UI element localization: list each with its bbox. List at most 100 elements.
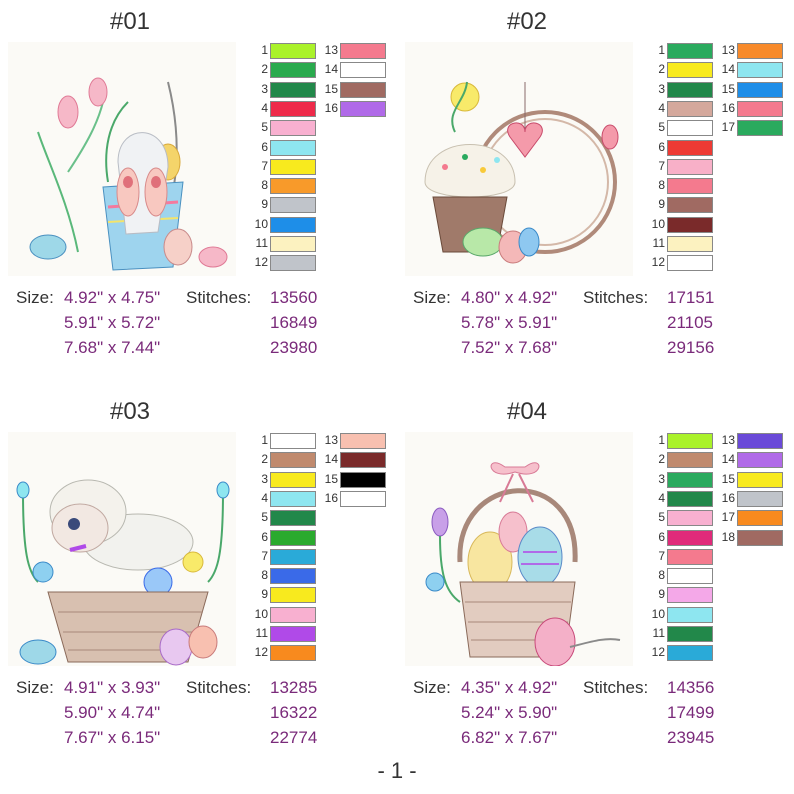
design-title: #03 xyxy=(109,398,151,425)
swatch-color-chip xyxy=(340,100,386,117)
swatch-color-chip xyxy=(667,510,713,527)
swatch-color-chip xyxy=(667,645,713,662)
swatch-color-chip xyxy=(667,81,713,98)
stitches-value: 23945 xyxy=(667,728,715,747)
swatch-color-chip xyxy=(270,471,316,488)
swatch-color-chip xyxy=(667,43,713,59)
swatch-color-chip xyxy=(667,197,713,214)
swatch-color-chip xyxy=(667,216,713,233)
design-card-03: #03 1 2 3 4 5 6 7 8 9 10 11 12 13 14 15 16 Size: Stitche… xyxy=(0,390,397,780)
swatch-number: 10 xyxy=(254,606,268,621)
bunny-pot-illustration xyxy=(29,77,228,271)
size-row: 7.68" x 7.44" 23980 xyxy=(16,336,386,360)
swatch-color-chip xyxy=(270,158,316,175)
swatch-number: 7 xyxy=(658,158,665,173)
swatch-color-chip xyxy=(667,178,713,195)
swatch-number: 14 xyxy=(721,62,735,77)
swatch-color-chip xyxy=(667,139,713,156)
swatch-color-chip xyxy=(667,236,713,252)
size-row: 5.24" x 5.90" 17499 xyxy=(413,701,783,725)
swatch-number: 5 xyxy=(261,120,268,135)
swatch-number: 1 xyxy=(658,43,665,57)
size-row: 5.91" x 5.72" 16849 xyxy=(16,311,386,335)
stitches-label: Stitches: xyxy=(583,678,649,697)
swatch-color-chip xyxy=(270,510,316,527)
swatch-color-chip xyxy=(270,452,316,469)
cupcake-wreath-illustration xyxy=(424,81,619,264)
swatch-color-chip xyxy=(667,100,713,117)
swatch-color-chip xyxy=(667,606,713,623)
stitches-value: 22774 xyxy=(270,728,318,747)
swatch-number: 15 xyxy=(324,81,338,96)
swatch-color-chip xyxy=(270,216,316,233)
stitches-value: 13285 xyxy=(270,678,318,697)
swatch-number: 10 xyxy=(254,216,268,231)
swatch-number: 8 xyxy=(261,568,268,583)
swatch-color-chip xyxy=(340,471,386,488)
size-value: 7.68" x 7.44" xyxy=(64,338,161,357)
swatch-number: 15 xyxy=(721,81,735,96)
swatch-color-chip xyxy=(737,433,783,449)
egg-basket-illustration xyxy=(425,462,621,666)
swatch-number: 3 xyxy=(261,81,268,96)
stitches-value: 14356 xyxy=(667,678,715,697)
size-row: 6.82" x 7.67" 23945 xyxy=(413,726,783,750)
size-value: 5.91" x 5.72" xyxy=(64,313,161,332)
swatch-number: 12 xyxy=(254,255,268,270)
swatch-color-chip xyxy=(667,568,713,585)
swatch-number: 16 xyxy=(324,100,338,115)
swatch-number: 9 xyxy=(658,197,665,212)
swatch-number: 13 xyxy=(721,433,735,447)
swatch-color-chip xyxy=(340,433,386,449)
design-card-01: #01 1 2 3 4 5 6 7 8 9 10 11 12 13 14 15 16 Size xyxy=(0,0,397,390)
size-value: 7.67" x 6.15" xyxy=(64,728,161,747)
color-chart: 1 2 3 4 5 6 7 8 9 10 11 12 13 14 15 16 xyxy=(250,432,390,667)
swatch-color-chip xyxy=(270,490,316,507)
swatch-color-chip xyxy=(270,548,316,565)
swatch-number: 14 xyxy=(324,62,338,77)
swatch-color-chip xyxy=(270,568,316,585)
swatch-color-chip xyxy=(270,197,316,214)
swatch-number: 16 xyxy=(721,100,735,115)
swatch-number: 12 xyxy=(651,645,665,660)
embroidery-preview-cupcake-wreath xyxy=(405,42,633,276)
swatch-color-chip xyxy=(737,490,783,507)
stitches-value: 21105 xyxy=(667,313,714,332)
size-row: 5.90" x 4.74" 16322 xyxy=(16,701,386,725)
size-value: 5.24" x 5.90" xyxy=(461,703,558,722)
embroidery-preview-bunny-pot xyxy=(8,42,236,276)
swatch-number: 5 xyxy=(658,120,665,135)
swatch-color-chip xyxy=(667,471,713,488)
swatch-color-chip xyxy=(270,81,316,98)
swatch-color-chip xyxy=(270,100,316,117)
swatch-number: 14 xyxy=(324,452,338,467)
swatch-color-chip xyxy=(737,81,783,98)
swatch-color-chip xyxy=(270,606,316,623)
stitches-value: 29156 xyxy=(667,338,715,357)
swatch-number: 15 xyxy=(324,471,338,486)
size-value: 4.92" x 4.75" xyxy=(64,288,161,307)
swatch-color-chip xyxy=(667,529,713,546)
swatch-color-chip xyxy=(667,120,713,137)
stitches-value: 16849 xyxy=(270,313,318,332)
swatch-color-chip xyxy=(737,100,783,117)
swatch-number: 4 xyxy=(658,100,665,115)
swatch-color-chip xyxy=(270,626,316,642)
size-value: 6.82" x 7.67" xyxy=(461,728,558,747)
swatch-number: 4 xyxy=(261,100,268,115)
stitches-label: Stitches: xyxy=(583,288,649,307)
size-value: 5.90" x 4.74" xyxy=(64,703,161,722)
swatch-number: 7 xyxy=(261,158,268,173)
color-chart: 1 2 3 4 5 6 7 8 9 10 11 12 13 14 15 16 xyxy=(250,42,390,277)
swatch-number: 6 xyxy=(261,529,268,544)
swatch-number: 12 xyxy=(651,255,665,270)
swatch-number: 5 xyxy=(261,510,268,525)
size-label: Size: xyxy=(413,288,451,307)
swatch-color-chip xyxy=(737,510,783,527)
design-card-02: #02 1 2 3 4 5 6 7 8 9 10 11 12 13 14 15 16 17 Size: Stitc… xyxy=(397,0,794,390)
size-row: Size: Stitches: 4.92" x 4.75" 13560 xyxy=(16,286,386,310)
swatch-number: 9 xyxy=(658,587,665,602)
swatch-color-chip xyxy=(667,433,713,449)
swatch-color-chip xyxy=(667,490,713,507)
swatch-number: 2 xyxy=(261,452,268,467)
